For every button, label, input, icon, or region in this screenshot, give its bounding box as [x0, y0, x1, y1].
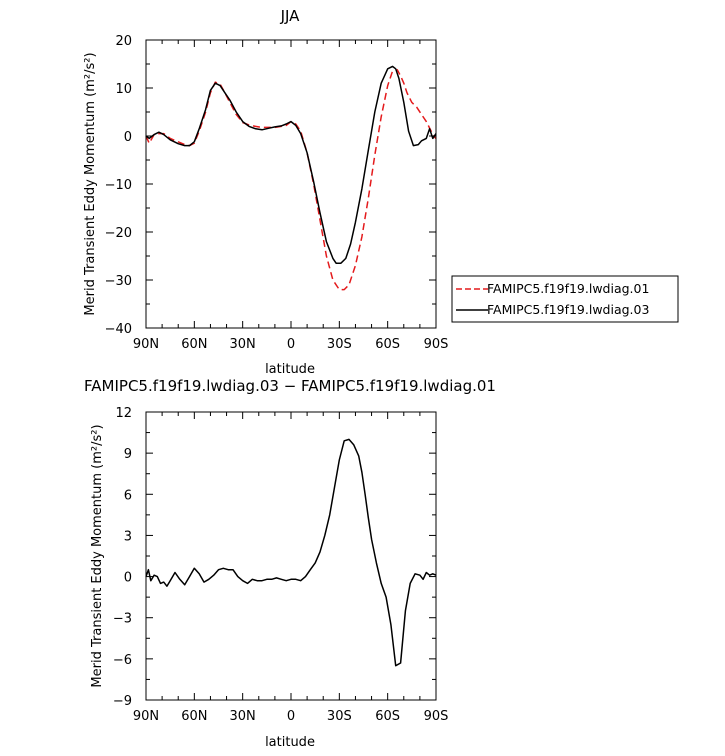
bottom-y-tick-label: −3 [113, 612, 132, 627]
top-x-tick-label: 90S [424, 337, 449, 352]
bottom-x-tick-label: 60N [181, 709, 207, 724]
bottom-y-axis-title: Merid Transient Eddy Momentum (m²/s²) [90, 424, 105, 687]
top-x-tick-label: 90N [133, 337, 159, 352]
top-x-tick-label: 30N [230, 337, 256, 352]
bottom-x-axis-title: latitude [265, 735, 315, 750]
top-x-tick-label: 0 [287, 337, 295, 352]
top-panel: JJA 90N 60N 30N 0 30S 60S 90S −40 −30 −20 −10 0 10 20… [83, 7, 679, 377]
top-y-tick-label: −30 [105, 274, 132, 289]
bottom-chart-title: FAMIPC5.f19f19.lwdiag.03 − FAMIPC5.f19f1… [84, 377, 496, 395]
top-x-axis-title: latitude [265, 362, 315, 377]
top-series-line-2 [145, 65, 437, 264]
top-chart-title: JJA [280, 7, 301, 25]
bottom-x-tick-label: 90S [424, 709, 449, 724]
top-plot-axes: 90N 60N 30N 0 30S 60S 90S −40 −30 −20 −10 0 10 20 [105, 34, 449, 352]
bottom-y-tick-label: 9 [124, 447, 132, 462]
legend-label-series-01: FAMIPC5.f19f19.lwdiag.01 [487, 281, 649, 296]
bottom-y-tick-label: −9 [113, 694, 132, 709]
top-y-axis-title: Merid Transient Eddy Momentum (m²/s²) [83, 52, 98, 315]
top-y-tick-label: −10 [105, 178, 132, 193]
top-plot-frame [145, 39, 437, 329]
bottom-series-line-1 [145, 438, 437, 667]
top-plot-data [145, 65, 437, 291]
top-y-tick-label: −40 [105, 322, 132, 337]
top-x-tick-label: 30S [327, 337, 352, 352]
bottom-x-tick-label: 0 [287, 709, 295, 724]
top-y-tick-label: 20 [115, 34, 132, 49]
bottom-plot-frame [145, 411, 437, 701]
bottom-panel: FAMIPC5.f19f19.lwdiag.03 − FAMIPC5.f19f1… [84, 377, 496, 750]
bottom-x-tick-label: 60S [375, 709, 400, 724]
top-y-tick-label: 0 [124, 130, 132, 145]
bottom-x-tick-label: 90N [133, 709, 159, 724]
bottom-y-tick-label: 0 [124, 571, 132, 586]
bottom-x-tick-label: 30S [327, 709, 352, 724]
top-y-tick-label: 10 [115, 82, 132, 97]
bottom-y-tick-label: 3 [124, 529, 132, 544]
top-x-tick-label: 60N [181, 337, 207, 352]
bottom-plot-data [145, 438, 437, 667]
top-series-line-1 [145, 69, 437, 291]
legend-label-series-03: FAMIPC5.f19f19.lwdiag.03 [487, 302, 649, 317]
bottom-x-tick-label: 30N [230, 709, 256, 724]
top-y-tick-label: −20 [105, 226, 132, 241]
bottom-y-tick-label: −6 [113, 653, 132, 668]
legend: FAMIPC5.f19f19.lwdiag.01 FAMIPC5.f19f19.… [451, 275, 679, 323]
top-x-tick-label: 60S [375, 337, 400, 352]
bottom-plot-axes: 90N 60N 30N 0 30S 60S 90S −9 −6 −3 0 3 6 9 12 [113, 406, 449, 724]
bottom-y-tick-label: 6 [124, 488, 132, 503]
bottom-y-tick-label: 12 [115, 406, 132, 421]
legend-box [451, 275, 679, 323]
